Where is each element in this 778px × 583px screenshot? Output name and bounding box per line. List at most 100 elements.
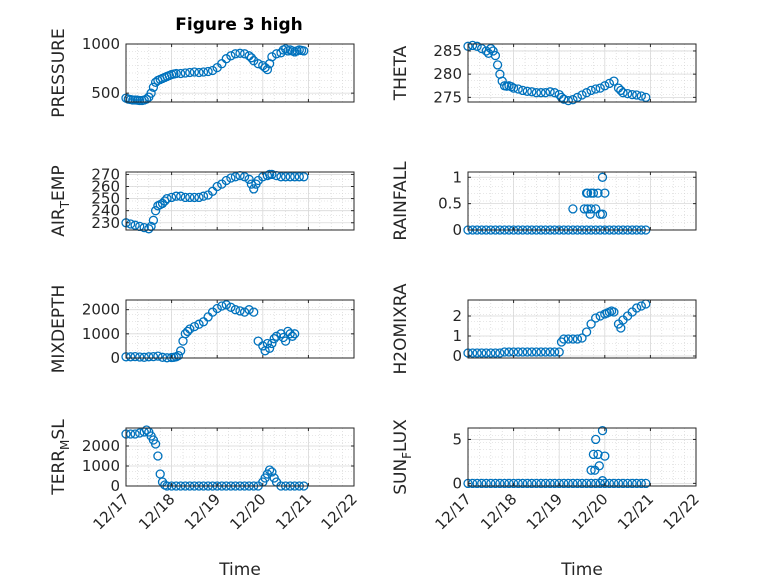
- data-point: [148, 215, 159, 225]
- data-point: [609, 478, 619, 489]
- data-point: [287, 331, 298, 341]
- y-axis-label: THETA: [391, 45, 411, 101]
- data-point: [597, 209, 608, 219]
- data-point: [636, 91, 646, 101]
- data-point: [490, 478, 501, 489]
- data-point: [527, 87, 537, 97]
- data-point: [568, 334, 578, 344]
- data-point: [513, 84, 523, 94]
- data-point: [499, 347, 510, 357]
- data-point: [597, 425, 608, 436]
- data-point: [591, 84, 601, 94]
- data-point: [522, 478, 532, 489]
- data-point: [207, 65, 218, 76]
- data-point: [536, 88, 546, 98]
- data-point: [572, 334, 583, 344]
- data-point: [176, 68, 186, 79]
- data-point: [276, 172, 286, 182]
- y-tick-label: 1: [452, 168, 462, 186]
- y-tick-label: 0: [110, 349, 120, 367]
- data-point: [144, 352, 154, 362]
- data-point: [536, 347, 546, 357]
- data-point: [481, 46, 491, 56]
- data-point: [176, 191, 186, 201]
- data-point: [472, 348, 482, 358]
- data-point: [290, 172, 300, 182]
- data-point: [588, 188, 599, 198]
- data-point: [194, 192, 204, 203]
- data-point: [586, 478, 596, 489]
- data-point: [588, 449, 599, 460]
- x-axis-label-left: Time: [218, 560, 261, 580]
- data-point: [203, 66, 213, 77]
- data-point: [563, 478, 573, 489]
- data-point: [582, 188, 593, 198]
- data-point: [141, 425, 152, 435]
- x-tick-label: 12/18: [477, 490, 520, 533]
- axes-box: [125, 427, 355, 487]
- subplot-sun-flux: 0 5 SUNFLUX 12/17 12/18 12/19 12/20 12/21 12/22: [391, 419, 703, 534]
- data-point: [622, 478, 633, 489]
- data-point: [285, 172, 295, 182]
- data-point: [586, 465, 596, 475]
- data-point: [591, 434, 601, 445]
- data-point: [267, 169, 277, 180]
- data-point: [230, 172, 241, 182]
- data-point: [531, 347, 542, 357]
- y-tick-label: 0: [110, 477, 120, 495]
- data-point: [563, 334, 573, 344]
- y-axis-label: MIXDEPTH: [49, 285, 69, 374]
- data-point: [531, 478, 542, 489]
- data-point: [171, 68, 181, 79]
- data-point: [527, 478, 537, 489]
- data-point: [472, 478, 482, 489]
- data-point: [285, 329, 295, 339]
- data-point: [549, 88, 560, 98]
- data-point: [249, 184, 259, 194]
- data-point: [148, 82, 159, 92]
- data-point: [173, 350, 184, 361]
- y-tick-label: 285: [433, 42, 462, 60]
- data-point: [246, 53, 257, 63]
- x-axis-label-right: Time: [560, 560, 603, 580]
- data-point: [157, 352, 168, 362]
- data-point: [299, 172, 309, 182]
- data-point: [609, 76, 619, 86]
- y-axis-label: SUNFLUX: [391, 419, 414, 495]
- data-point: [150, 206, 161, 216]
- x-tick-label: 12/21: [272, 490, 315, 533]
- data-point: [221, 175, 231, 186]
- y-tick-label: 240: [91, 202, 120, 220]
- data-point: [239, 49, 250, 59]
- data-point: [235, 306, 245, 316]
- data-point: [622, 88, 633, 99]
- data-point: [486, 478, 496, 489]
- figure-title: Figure 3 high: [175, 15, 303, 35]
- data-point: [194, 67, 204, 78]
- data-point: [271, 331, 282, 341]
- subplot-pressure: 500 1000 PRESSURE: [49, 28, 355, 118]
- data-point: [641, 478, 651, 489]
- data-point: [518, 347, 528, 357]
- data-point: [618, 88, 628, 98]
- data-point: [559, 94, 569, 104]
- data-point: [591, 313, 601, 323]
- data-point: [180, 192, 190, 203]
- data-point: [518, 85, 528, 96]
- x-tick-label: 12/20: [568, 490, 611, 533]
- y-tick-label: 0: [452, 347, 462, 365]
- data-point: [504, 478, 514, 489]
- data-point: [604, 78, 615, 89]
- x-tick-label: 12/18: [135, 490, 178, 533]
- data-point: [125, 429, 136, 439]
- y-tick-label: 2000: [82, 437, 120, 455]
- data-point: [627, 89, 637, 100]
- data-point: [508, 478, 519, 489]
- data-point: [545, 87, 555, 97]
- data-point: [486, 43, 496, 54]
- axes-box: [467, 299, 697, 359]
- data-point: [144, 224, 154, 234]
- y-tick-label: 5: [452, 430, 462, 448]
- data-point: [185, 324, 195, 334]
- x-tick-label: 12/19: [181, 490, 224, 533]
